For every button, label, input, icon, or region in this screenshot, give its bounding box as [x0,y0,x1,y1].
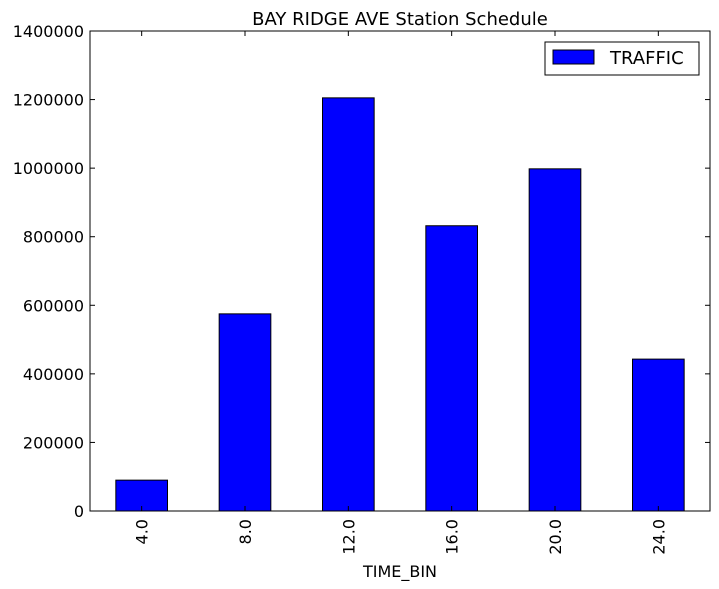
bar-16.0 [425,225,479,512]
x-tick-label: 4.0 [133,519,152,544]
bar-20.0 [528,168,582,512]
x-tick-label: 16.0 [443,519,462,555]
plot-frame [89,30,711,512]
legend: TRAFFIC [544,41,700,76]
y-tick-label: 800000 [23,228,84,247]
y-tick-label: 1200000 [13,91,84,110]
y-tick-label: 0 [74,502,84,521]
bar-12.0 [322,97,375,512]
chart-title: BAY RIDGE AVE Station Schedule [252,9,548,30]
x-tick-label: 8.0 [236,519,255,544]
x-axis: 4.0 8.0 12.0 16.0 20.0 24.0 [133,31,668,555]
bar-8.0 [218,313,272,512]
bar-4.0 [115,479,169,512]
y-tick-label: 200000 [23,433,84,452]
x-axis-label: TIME_BIN [362,562,437,582]
bar-24.0 [632,358,685,512]
y-tick-label: 1400000 [13,22,84,41]
legend-label-traffic: TRAFFIC [609,48,684,69]
y-tick-label: 600000 [23,296,84,315]
bars-group [115,97,685,512]
legend-swatch-traffic [552,49,595,65]
x-tick-label: 20.0 [546,519,565,555]
x-tick-label: 24.0 [649,519,668,555]
x-tick-label: 12.0 [339,519,358,555]
y-tick-label: 1000000 [13,159,84,178]
y-tick-label: 400000 [23,365,84,384]
y-axis: 0 200000 400000 600000 800000 1000000 1200000 1… [13,22,710,521]
